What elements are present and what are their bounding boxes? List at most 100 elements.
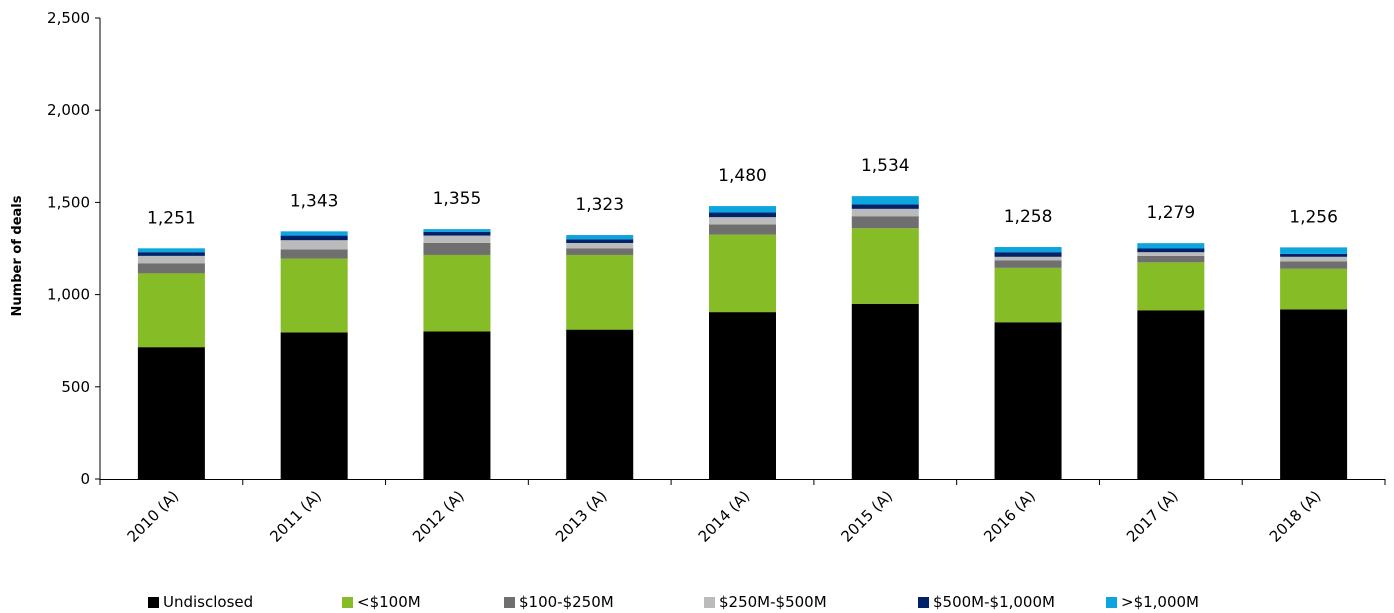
- bar-segment: [1137, 310, 1205, 479]
- y-tick-label: 0: [80, 470, 90, 488]
- bar-segment: [994, 267, 1062, 323]
- bar-segment: [1137, 252, 1205, 256]
- bar-segment: [1280, 256, 1348, 262]
- x-tick-label: 2017 (A): [1123, 487, 1182, 546]
- legend-item: $100-$250M: [504, 593, 614, 611]
- x-tick-label: 2014 (A): [695, 487, 754, 546]
- y-tick-label: 1,000: [47, 286, 90, 304]
- bar-segment: [709, 312, 776, 479]
- bar-segment: [709, 206, 776, 213]
- legend-swatch: [704, 596, 715, 608]
- bar-segment: [851, 228, 919, 304]
- legend-item: Undisclosed: [148, 593, 253, 611]
- bar-segment: [280, 231, 348, 236]
- y-tick-label: 1,500: [47, 193, 90, 211]
- legend-label: $100-$250M: [519, 593, 614, 611]
- bar-segment: [994, 322, 1062, 479]
- bar-segment: [423, 231, 491, 236]
- plot-area: 0 500 1,000 1,500 2,000 2,500 1,251 2010 (A) 1,3…: [47, 9, 1386, 546]
- legend-item: <$100M: [342, 593, 421, 611]
- legend-swatch: [1106, 596, 1117, 608]
- bar-segment: [566, 248, 634, 255]
- bar-segment: [280, 240, 348, 250]
- bar-segment: [566, 239, 634, 243]
- bar-segment: [1137, 248, 1205, 253]
- bar-segment: [1280, 261, 1348, 269]
- bar-segment: [280, 249, 348, 259]
- bar-segment: [1137, 255, 1205, 263]
- total-label: 1,279: [1146, 203, 1195, 223]
- bar-segment: [709, 212, 776, 218]
- total-label: 1,480: [718, 166, 767, 186]
- bar-segment: [1137, 243, 1205, 249]
- bar-segment: [994, 260, 1062, 268]
- bar-segment: [566, 242, 634, 249]
- bar-segment: [1137, 262, 1205, 311]
- total-label: 1,256: [1289, 207, 1338, 227]
- bar-segment: [137, 255, 205, 264]
- x-tick-label: 2018 (A): [1266, 487, 1325, 546]
- bar-segment: [423, 331, 491, 479]
- bar-segment: [280, 258, 348, 333]
- bar-segment: [423, 254, 491, 332]
- bar-segment: [994, 247, 1062, 253]
- bar-segment: [709, 224, 776, 235]
- bar-segment: [851, 208, 919, 217]
- legend-swatch: [504, 596, 515, 608]
- total-label: 1,534: [861, 156, 910, 176]
- bar-segment: [137, 248, 205, 253]
- x-tick-label: 2012 (A): [409, 487, 468, 546]
- legend-label: Undisclosed: [163, 593, 254, 611]
- y-tick-label: 2,500: [47, 9, 90, 27]
- bar-segment: [851, 196, 919, 205]
- bar-segment: [1280, 268, 1348, 310]
- legend-swatch: [148, 596, 159, 608]
- bar-segment: [566, 254, 634, 330]
- bar-segment: [851, 204, 919, 209]
- bar-segment: [280, 235, 348, 241]
- bar-segment: [137, 347, 205, 479]
- bar-segment: [137, 273, 205, 348]
- x-tick-label: 2015 (A): [837, 487, 896, 546]
- x-tick-label: 2016 (A): [980, 487, 1039, 546]
- legend-label: <$100M: [357, 593, 421, 611]
- bar-segment: [280, 332, 348, 479]
- bar-segment: [566, 329, 634, 479]
- bar-segment: [137, 252, 205, 256]
- total-label: 1,258: [1004, 207, 1053, 227]
- legend: Undisclosed <$100M $100-$250M $250M-$500M $5…: [148, 593, 1394, 613]
- bar-segment: [994, 252, 1062, 257]
- legend-item: $500M-$1,000M: [918, 593, 1055, 611]
- stacked-bar-chart: Number of deals 0 500 1,000 1,500 2,000 2,500…: [10, 9, 1386, 546]
- legend-item: $250M-$500M: [704, 593, 827, 611]
- bar-segment: [423, 242, 491, 255]
- bar-segment: [709, 217, 776, 225]
- bar-segment: [566, 235, 634, 240]
- legend-item: >$1,000M: [1106, 593, 1199, 611]
- y-tick-label: 2,000: [47, 101, 90, 119]
- legend-label: $250M-$500M: [719, 593, 827, 611]
- y-tick-label: 500: [61, 378, 90, 396]
- bar-segment: [423, 229, 491, 232]
- total-label: 1,251: [147, 208, 196, 228]
- total-label: 1,343: [290, 191, 339, 211]
- bar-segment: [1280, 309, 1348, 479]
- legend-label: $500M-$1,000M: [933, 593, 1055, 611]
- total-label: 1,355: [433, 189, 482, 209]
- legend-label: >$1,000M: [1121, 593, 1199, 611]
- legend-swatch: [342, 596, 353, 608]
- bar-segment: [851, 303, 919, 479]
- x-tick-label: 2011 (A): [266, 487, 325, 546]
- bar-segment: [851, 216, 919, 229]
- y-axis-label: Number of deals: [10, 195, 25, 316]
- x-tick-label: 2013 (A): [552, 487, 611, 546]
- total-label: 1,323: [575, 195, 624, 215]
- bar-segment: [1280, 253, 1348, 257]
- x-tick-label: 2010 (A): [124, 487, 183, 546]
- bar-segment: [1280, 247, 1348, 254]
- legend-swatch: [918, 596, 929, 608]
- bar-segment: [709, 234, 776, 313]
- bar-segment: [423, 235, 491, 243]
- bar-segment: [137, 263, 205, 274]
- bar-segment: [994, 256, 1062, 261]
